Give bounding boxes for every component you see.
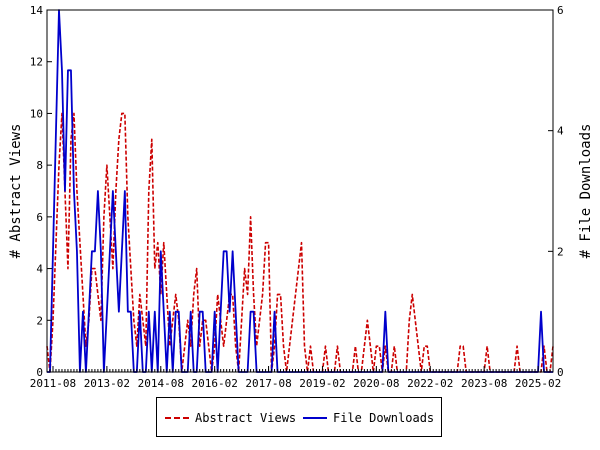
y-right-tick-label: 0 [557,366,564,379]
y-left-tick-label: 12 [30,56,43,69]
plot-frame [46,9,554,373]
y-left-tick-label: 14 [30,4,44,17]
legend-item-downloads: File Downloads [303,411,434,425]
x-tick-label: 2025-02 [515,377,561,390]
legend-item-views: Abstract Views [165,411,296,425]
x-tick-label: 2020-08 [353,377,399,390]
x-tick-label: 2019-02 [299,377,345,390]
legend-swatch-downloads [303,417,327,419]
series-line-file-downloads [47,9,553,373]
series-line-abstract-views [46,112,554,373]
y-axis-right-title: # File Downloads [578,124,594,259]
x-tick-label: 2016-02 [191,377,237,390]
y-left-tick-label: 10 [30,107,43,120]
x-tick-label: 2023-08 [461,377,507,390]
y-right-tick-label: 2 [557,245,564,258]
legend-swatch-views [165,417,189,419]
y-left-tick-label: 2 [36,314,43,327]
y-axis-left-title: # Abstract Views [8,124,24,259]
y-right-tick-label: 6 [557,4,564,17]
x-tick-label: 2017-08 [245,377,291,390]
legend-label-views: Abstract Views [195,411,297,425]
x-tick-label: 2011-08 [30,377,76,390]
y-left-tick-label: 4 [36,263,43,276]
x-tick-label: 2013-02 [84,377,130,390]
legend: Abstract Views File Downloads [156,397,442,437]
y-left-tick-label: 0 [36,366,43,379]
legend-label-downloads: File Downloads [333,411,435,425]
y-left-tick-label: 8 [36,159,43,172]
y-right-tick-label: 4 [557,125,564,138]
plot-area: 2011-08 2013-02 2014-08 2016-02 2017-08 2019-… [30,4,564,390]
x-tick-label: 2014-08 [138,377,184,390]
y-left-tick-label: 6 [36,211,43,224]
x-tick-label: 2022-02 [407,377,453,390]
